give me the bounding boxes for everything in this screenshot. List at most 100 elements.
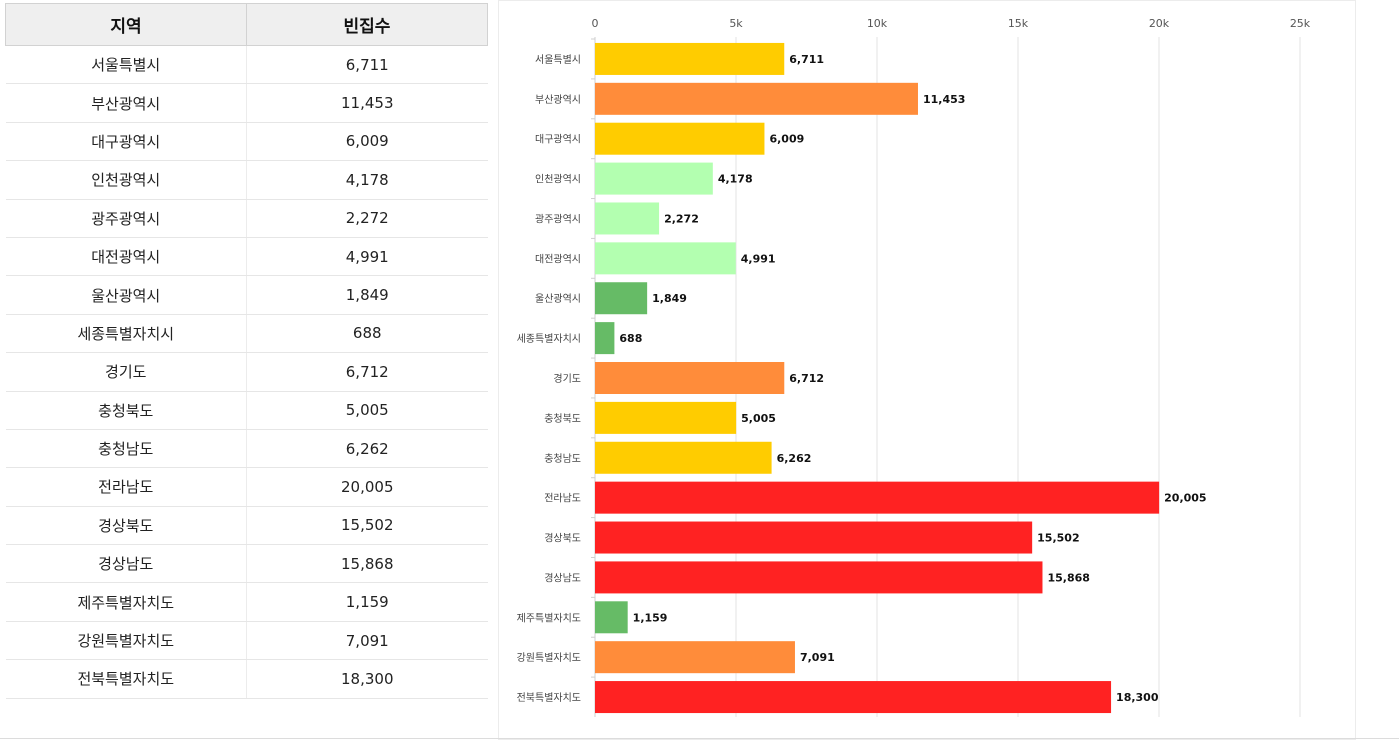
count-cell: 1,159	[246, 582, 488, 622]
bar-value-label: 1,849	[652, 292, 687, 305]
region-cell: 전북특별자치도	[5, 659, 247, 699]
bar	[595, 42, 785, 75]
count-cell: 4,991	[246, 237, 488, 277]
region-cell: 대전광역시	[5, 237, 247, 277]
region-cell: 전라남도	[5, 467, 247, 507]
count-cell: 15,868	[246, 544, 488, 584]
category-label: 대구광역시	[535, 134, 581, 146]
bar-value-label: 6,262	[777, 452, 812, 465]
count-cell: 11,453	[246, 83, 488, 123]
x-tick-label: 5k	[729, 17, 743, 30]
bar-value-label: 688	[619, 332, 642, 345]
bar	[595, 242, 736, 275]
table-row: 서울특별시 6,711	[5, 45, 488, 85]
bar-value-label: 4,178	[718, 173, 753, 186]
bar	[595, 162, 713, 195]
bar	[595, 561, 1043, 594]
table-row: 강원특별자치도 7,091	[5, 621, 488, 661]
category-label: 인천광역시	[535, 174, 581, 186]
region-cell: 세종특별자치시	[5, 314, 247, 354]
bar-chart: 0 5k 10k 15k 20k 25k 서울특별시 6,711 부산광역시 11,453 대구광역…	[517, 17, 1311, 717]
count-cell: 20,005	[246, 467, 488, 507]
region-cell: 광주광역시	[5, 199, 247, 238]
table-row: 전라남도 20,005	[5, 467, 488, 507]
bar	[595, 322, 615, 355]
region-cell: 서울특별시	[5, 45, 247, 85]
bottom-divider	[0, 738, 1399, 739]
count-cell: 2,272	[246, 199, 488, 238]
region-cell: 강원특별자치도	[5, 621, 247, 661]
bar	[595, 401, 737, 434]
header-count: 빈집수	[246, 3, 488, 46]
bar-value-label: 6,712	[789, 372, 824, 385]
table-body: 서울특별시 6,711 부산광역시 11,453 대구광역시 6,009 인천광역시 4,17…	[5, 45, 488, 699]
bar-chart-panel: 0 5k 10k 15k 20k 25k 서울특별시 6,711 부산광역시 11,453 대구광역…	[498, 0, 1356, 740]
table-row: 부산광역시 11,453	[5, 83, 488, 123]
category-label: 강원특별자치도	[517, 652, 581, 664]
bar-value-label: 2,272	[664, 212, 699, 225]
bar-value-label: 5,005	[741, 412, 776, 425]
category-label: 전북특별자치도	[517, 692, 581, 704]
category-label: 서울특별시	[535, 54, 581, 66]
category-label: 경기도	[553, 372, 581, 385]
count-cell: 18,300	[246, 659, 488, 699]
count-cell: 5,005	[246, 391, 488, 430]
bar	[595, 641, 795, 674]
region-cell: 경기도	[5, 352, 247, 392]
x-tick-label: 0	[592, 17, 599, 30]
bar	[595, 82, 918, 115]
bar	[595, 282, 648, 315]
table-row: 제주특별자치도 1,159	[5, 582, 488, 622]
category-label: 세종특별자치시	[517, 333, 581, 345]
region-cell: 제주특별자치도	[5, 582, 247, 622]
count-cell: 688	[246, 314, 488, 354]
category-label: 경상남도	[544, 571, 581, 584]
bar-value-label: 6,009	[769, 133, 804, 146]
bar	[595, 601, 628, 634]
table-row: 대전광역시 4,991	[5, 237, 488, 277]
category-label: 울산광역시	[535, 293, 581, 305]
count-cell: 1,849	[246, 275, 488, 315]
table-row: 전북특별자치도 18,300	[5, 659, 488, 699]
region-cell: 충청북도	[5, 391, 247, 430]
count-cell: 6,262	[246, 429, 488, 469]
region-cell: 부산광역시	[5, 83, 247, 123]
bar-value-label: 15,868	[1047, 571, 1089, 584]
category-label: 부산광역시	[535, 94, 581, 106]
count-cell: 6,009	[246, 122, 488, 162]
table-row: 울산광역시 1,849	[5, 275, 488, 315]
region-table: 지역 빈집수 서울특별시 6,711 부산광역시 11,453 대구광역시 6,009 인천…	[5, 3, 488, 699]
category-label: 제주특별자치도	[517, 612, 581, 624]
region-table-panel: 지역 빈집수 서울특별시 6,711 부산광역시 11,453 대구광역시 6,009 인천…	[5, 3, 488, 699]
table-row: 경기도 6,712	[5, 352, 488, 392]
bar-value-label: 6,711	[789, 53, 824, 66]
bar	[595, 362, 785, 394]
bar	[595, 681, 1112, 714]
category-label: 전라남도	[544, 493, 581, 505]
table-row: 인천광역시 4,178	[5, 160, 488, 200]
bar	[595, 521, 1033, 554]
region-cell: 경상남도	[5, 544, 247, 584]
count-cell: 6,711	[246, 45, 488, 85]
region-cell: 울산광역시	[5, 275, 247, 315]
x-tick-label: 10k	[867, 17, 888, 30]
table-row: 대구광역시 6,009	[5, 122, 488, 162]
bar	[595, 202, 660, 235]
table-row: 충청북도 5,005	[5, 391, 488, 430]
x-tick-label: 20k	[1149, 17, 1170, 30]
bar-value-label: 7,091	[800, 651, 835, 664]
bar	[595, 481, 1160, 514]
category-label: 경상북도	[544, 532, 581, 545]
category-label: 대전광역시	[535, 253, 581, 265]
bar-value-label: 20,005	[1164, 492, 1206, 505]
category-label: 충청북도	[544, 413, 581, 425]
table-row: 경상남도 15,868	[5, 544, 488, 584]
x-tick-label: 15k	[1008, 17, 1029, 30]
count-cell: 7,091	[246, 621, 488, 661]
bar-value-label: 1,159	[633, 611, 668, 624]
table-header-row: 지역 빈집수	[5, 3, 488, 46]
region-cell: 대구광역시	[5, 122, 247, 162]
region-cell: 경상북도	[5, 506, 247, 546]
region-cell: 충청남도	[5, 429, 247, 469]
